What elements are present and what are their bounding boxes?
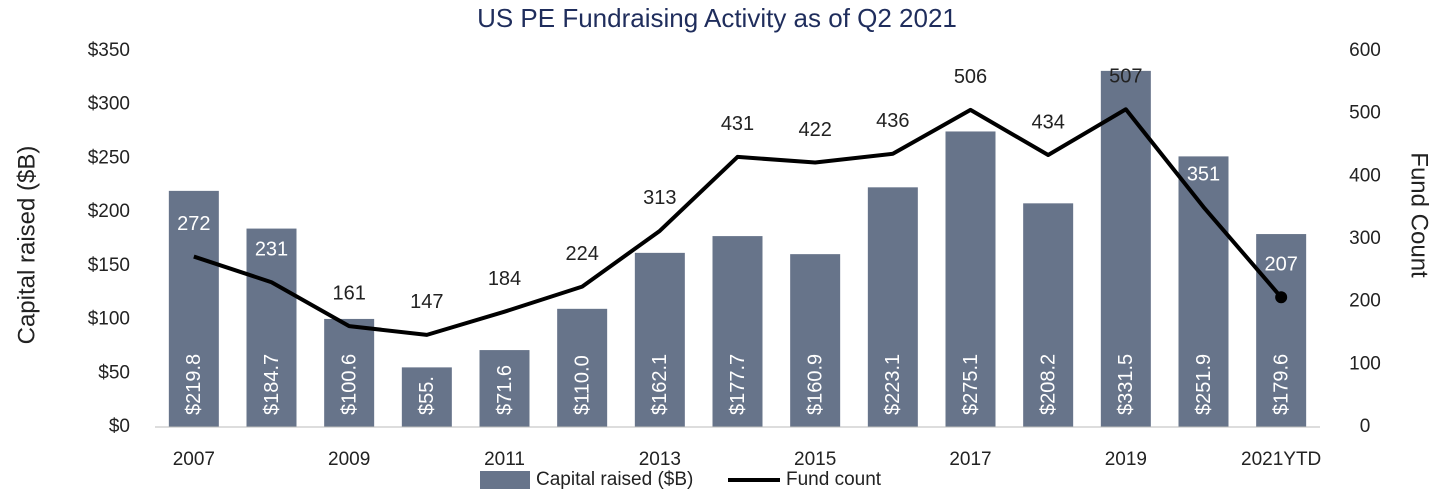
y-tick-label: $200: [88, 201, 130, 222]
y-tick-label: $300: [88, 94, 130, 115]
bar-value-label: $184.7: [261, 354, 283, 415]
bar: [1023, 203, 1074, 427]
bar: [1178, 156, 1229, 427]
line-value-label: 231: [255, 239, 288, 261]
bar: [945, 131, 996, 428]
y-tick-label: $0: [109, 416, 130, 437]
bar-value-label: $219.8: [183, 354, 205, 415]
y-axis-label: Capital raised ($B): [13, 146, 40, 345]
legend-label: Fund count: [786, 469, 882, 490]
bar-value-label: $160.9: [804, 354, 826, 415]
legend-label: Capital raised ($B): [536, 469, 693, 490]
bar: [246, 228, 297, 427]
y-tick-label: $350: [88, 40, 130, 61]
line-value-label: 507: [1109, 66, 1142, 88]
y2-tick-label: 0: [1360, 416, 1371, 437]
line-value-label: 313: [643, 187, 676, 209]
bar-value-label: $223.1: [882, 354, 904, 415]
x-tick-label: 2011: [484, 449, 525, 470]
bar-value-label: $110.0: [571, 355, 593, 415]
line-value-label: 434: [1031, 111, 1064, 133]
bar: [634, 252, 685, 427]
x-tick-label: 2013: [639, 449, 681, 470]
bar-value-label: $331.5: [1115, 354, 1137, 415]
x-tick-label: 2007: [173, 449, 215, 470]
bar-value-label: $251.9: [1193, 354, 1215, 415]
y2-tick-label: 400: [1349, 165, 1381, 186]
y2-tick-label: 600: [1349, 40, 1381, 61]
y2-axis-label: Fund Count: [1406, 152, 1433, 278]
y2-tick-label: 200: [1349, 291, 1381, 312]
line-value-label: 506: [954, 66, 987, 88]
y2-tick-label: 100: [1349, 353, 1381, 374]
legend-swatch: [480, 471, 530, 489]
bar-value-label: $275.1: [960, 354, 982, 415]
bar-value-label: $100.6: [338, 354, 360, 415]
y2-tick-label: 300: [1349, 228, 1381, 249]
bar-value-label: $71.6: [494, 365, 516, 415]
bar: [790, 254, 841, 427]
bar: [401, 367, 452, 427]
line-value-label: 224: [565, 243, 598, 265]
chart-title: US PE Fundraising Activity as of Q2 2021: [477, 3, 957, 33]
line-marker: [1275, 291, 1288, 304]
line: [193, 107, 1283, 337]
line-value-label: 184: [488, 268, 521, 290]
bar-value-label: $177.7: [727, 354, 749, 415]
y-tick-label: $250: [88, 147, 130, 168]
line-value-label: 422: [798, 119, 831, 141]
y-tick-label: $50: [98, 362, 130, 383]
bar-value-label: $208.2: [1037, 354, 1059, 415]
line-value-label: 351: [1187, 163, 1220, 185]
y-tick-label: $150: [88, 255, 130, 276]
line-value-label: 147: [410, 291, 443, 313]
y-tick-label: $100: [88, 309, 130, 330]
line-value-label: 207: [1264, 254, 1297, 276]
bar: [479, 350, 530, 427]
x-tick-label: 2009: [328, 449, 370, 470]
bar: [324, 318, 375, 427]
line-value-label: 431: [721, 113, 754, 135]
x-tick-label: 2019: [1105, 449, 1147, 470]
line-value-label: 272: [177, 213, 210, 235]
bar: [712, 236, 763, 427]
bar: [557, 308, 608, 427]
x-tick-label: 2017: [949, 449, 991, 470]
bar-value-label: $162.1: [649, 354, 671, 415]
x-tick-label: 2021YTD: [1241, 449, 1321, 470]
bar: [1256, 234, 1307, 427]
bar-value-label: $55.: [416, 376, 438, 415]
bar: [867, 187, 918, 427]
bar-value-label: $179.6: [1270, 354, 1292, 415]
bar: [168, 190, 219, 427]
line-value-label: 161: [332, 282, 365, 304]
line-value-label: 436: [876, 110, 909, 132]
y2-tick-label: 500: [1349, 103, 1381, 124]
x-tick-label: 2015: [794, 449, 836, 470]
